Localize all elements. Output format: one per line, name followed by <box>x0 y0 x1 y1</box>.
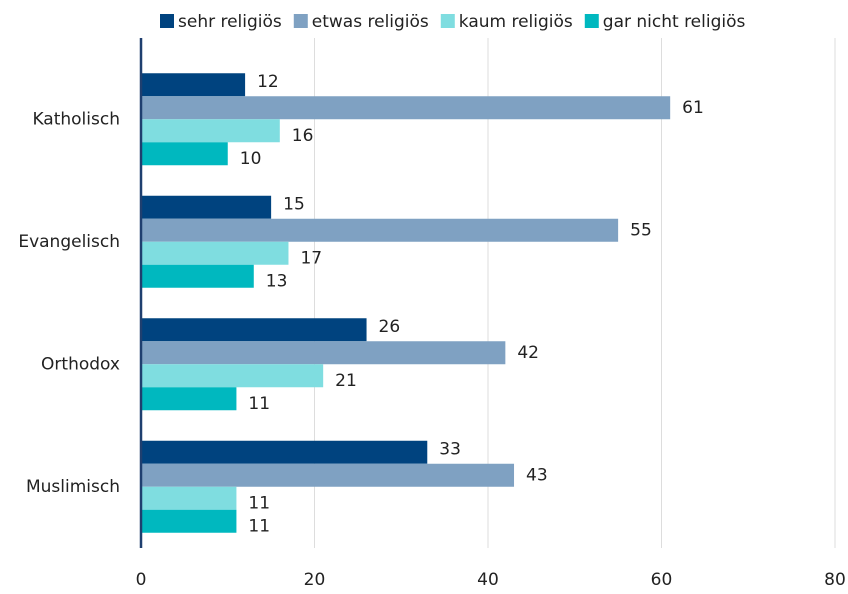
value-label: 12 <box>257 72 279 92</box>
legend-swatch <box>584 14 599 28</box>
bar <box>141 195 272 219</box>
value-label: 61 <box>682 98 704 118</box>
bar <box>141 142 228 166</box>
x-tick-label: 40 <box>477 570 499 590</box>
value-label: 55 <box>630 220 652 240</box>
x-tick-label: 20 <box>304 570 326 590</box>
value-label: 43 <box>526 465 548 485</box>
value-label: 16 <box>292 126 314 146</box>
x-tick-label: 0 <box>136 570 147 590</box>
bar <box>141 387 237 411</box>
value-label: 11 <box>248 394 270 414</box>
bar <box>141 119 280 143</box>
legend-label: kaum religiös <box>459 12 573 32</box>
bar <box>141 241 289 265</box>
legend-swatch <box>293 14 308 28</box>
bar <box>141 318 367 342</box>
y-tick-label: Evangelisch <box>18 232 120 252</box>
y-tick-label: Orthodox <box>41 354 120 374</box>
bar <box>141 73 246 97</box>
bar <box>141 509 237 533</box>
legend-label: sehr religiös <box>178 12 282 32</box>
legend-swatch <box>440 14 455 28</box>
bar <box>141 486 237 510</box>
value-label: 42 <box>517 343 539 363</box>
bar <box>141 264 254 288</box>
x-tick-label: 80 <box>824 570 846 590</box>
bar <box>141 341 506 365</box>
legend-swatch <box>160 14 174 28</box>
value-label: 13 <box>266 271 288 291</box>
value-label: 15 <box>283 194 305 214</box>
value-label: 33 <box>439 439 461 459</box>
value-label: 26 <box>379 317 401 337</box>
y-tick-label: Katholisch <box>32 109 120 129</box>
bar <box>141 96 671 120</box>
value-label: 17 <box>300 248 322 268</box>
legend-label: gar nicht religiös <box>603 12 746 32</box>
value-label: 10 <box>240 149 262 169</box>
legend-label: etwas religiös <box>312 12 429 32</box>
bar <box>141 364 324 388</box>
x-tick-label: 60 <box>651 570 673 590</box>
bar <box>141 463 515 487</box>
y-tick-label: Muslimisch <box>26 477 120 497</box>
value-label: 21 <box>335 371 357 391</box>
value-label: 11 <box>248 516 270 536</box>
bar <box>141 440 428 464</box>
value-label: 11 <box>248 493 270 513</box>
bar <box>141 218 619 242</box>
